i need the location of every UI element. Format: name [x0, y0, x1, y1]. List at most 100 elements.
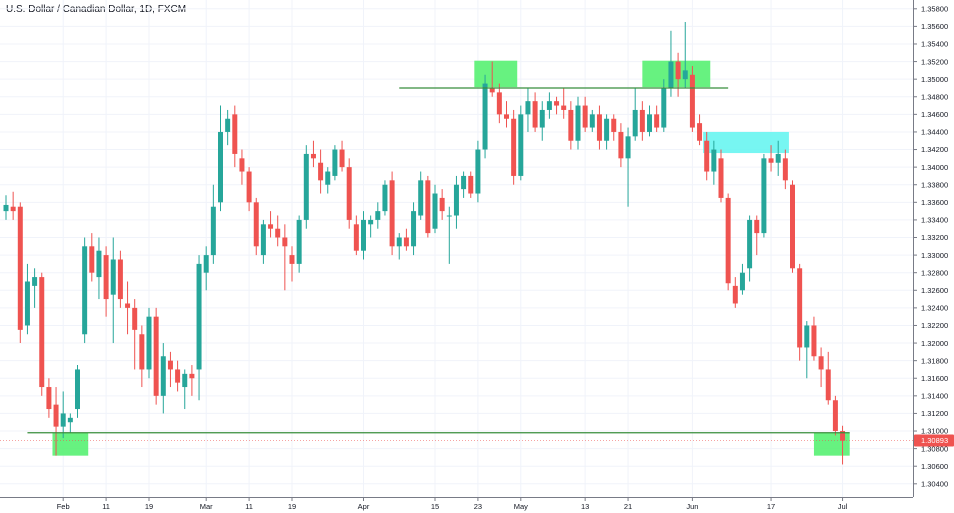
candle-body [811, 325, 817, 357]
candle-body [611, 118, 617, 132]
candle [375, 202, 381, 229]
candle [611, 114, 617, 141]
candle-body [196, 263, 202, 370]
candle [218, 105, 223, 212]
candle [203, 246, 209, 291]
candle-body [246, 171, 252, 203]
candle [225, 109, 231, 146]
y-tick-label: 1.32200 [921, 321, 948, 330]
candle [532, 92, 538, 132]
candle-body [661, 87, 667, 128]
candle [425, 175, 431, 238]
candle [589, 109, 595, 132]
candle-body [790, 184, 795, 269]
candle-body [225, 118, 231, 132]
candle-body [668, 61, 674, 88]
candle-body [453, 184, 459, 216]
candle [782, 149, 788, 190]
candle-body [518, 114, 524, 176]
candle-body [260, 224, 266, 256]
candle-body [10, 206, 16, 212]
candle [496, 83, 502, 124]
candle-body [425, 180, 431, 234]
candle [639, 101, 645, 141]
candle [368, 215, 374, 238]
y-tick-label: 1.34200 [921, 145, 948, 154]
candle-body [768, 158, 774, 163]
candle [82, 237, 88, 344]
candle [811, 316, 817, 361]
candle-body [339, 149, 345, 168]
candle [110, 237, 116, 344]
x-tick-label: 19 [288, 502, 296, 511]
candle-body [396, 237, 402, 247]
candle [654, 105, 660, 132]
candle-body [353, 224, 359, 251]
x-tick-label: 13 [581, 502, 589, 511]
candle-body [589, 114, 595, 128]
current-price-box [914, 434, 954, 447]
candle-body [818, 356, 824, 370]
candle [296, 215, 302, 273]
candle [339, 140, 345, 172]
candle [632, 87, 638, 141]
candle [268, 211, 274, 238]
candle [239, 149, 245, 185]
candle-body [532, 101, 538, 128]
x-tick-label: Jul [838, 502, 848, 511]
candle-body [432, 193, 438, 229]
candle-body [403, 237, 409, 247]
candle-body [525, 101, 531, 115]
candle-body [368, 219, 374, 225]
candle [554, 96, 560, 115]
candle-body [832, 400, 838, 432]
candle [160, 343, 166, 414]
y-tick-label: 1.32800 [921, 268, 948, 277]
candle-body [375, 211, 381, 220]
y-tick-label: 1.33400 [921, 216, 948, 225]
candle [182, 369, 188, 410]
candle [482, 74, 488, 159]
candle [525, 87, 531, 132]
price-axis[interactable]: 1.35800 1.35600 1.35400 1.35200 1.35000 1.348… [913, 0, 948, 497]
green-zone [52, 432, 89, 456]
candle [39, 272, 45, 396]
candle [725, 193, 731, 291]
candle [604, 114, 610, 150]
candle-body [496, 92, 502, 115]
candle [432, 184, 438, 234]
candle-body [546, 101, 552, 110]
candle [275, 215, 281, 247]
candle-body [232, 114, 238, 154]
candles [3, 21, 846, 465]
y-tick-label: 1.30800 [921, 444, 948, 453]
grid-lines [0, 0, 913, 497]
candle [24, 263, 30, 335]
candle-body [189, 373, 195, 379]
candle-body [382, 184, 388, 212]
candle [804, 321, 810, 379]
candle [382, 180, 388, 216]
candle-body [53, 404, 59, 427]
candle-body [67, 417, 73, 423]
candle [775, 140, 781, 176]
candle-body [60, 413, 66, 427]
candle-body [504, 114, 509, 119]
candle [754, 215, 760, 256]
candle-body [718, 158, 724, 198]
candle-body [289, 255, 295, 264]
candle-body [125, 303, 131, 308]
candle-body [282, 237, 288, 247]
candle-body [568, 109, 574, 141]
time-axis[interactable]: Feb 11 19 Mar 11 19 Apr 15 23 May 13 21 Jun 17 Jul [0, 497, 913, 511]
candle [175, 360, 181, 392]
candle [682, 21, 688, 88]
candle [132, 299, 138, 370]
candle-body [561, 105, 567, 110]
candle [210, 184, 216, 264]
candle [461, 171, 467, 198]
candle [153, 307, 159, 405]
candle-body [218, 131, 223, 203]
candle-body [489, 87, 495, 93]
